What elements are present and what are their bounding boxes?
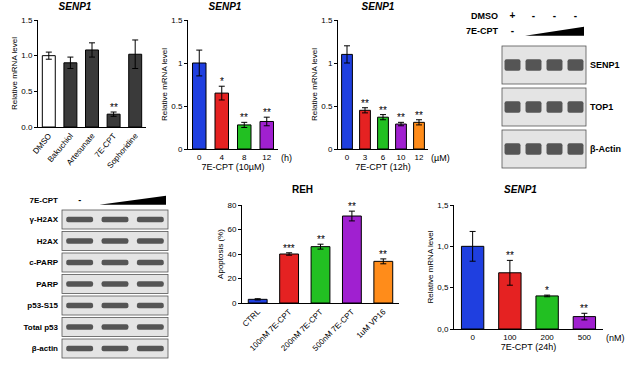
svg-text:Apoptosis (%): Apoptosis (%) (216, 229, 225, 279)
svg-text:500nM 7E-CPT: 500nM 7E-CPT (311, 307, 356, 352)
svg-text:7E-CPT (10µM): 7E-CPT (10µM) (201, 162, 264, 172)
svg-text:SENP1: SENP1 (504, 184, 537, 195)
svg-text:β-Actin: β-Actin (590, 144, 621, 154)
svg-text:1.5: 1.5 (21, 16, 33, 25)
svg-text:0.5: 0.5 (321, 102, 333, 111)
svg-text:200nM 7E-CPT: 200nM 7E-CPT (279, 307, 324, 352)
svg-text:1: 1 (178, 59, 183, 68)
svg-text:Total p53: Total p53 (23, 323, 58, 332)
svg-text:**: ** (361, 98, 369, 109)
svg-text:60: 60 (227, 225, 236, 234)
svg-text:4: 4 (220, 153, 225, 162)
svg-text:Bakuchiol: Bakuchiol (46, 132, 75, 165)
svg-text:Relative mRNA level: Relative mRNA level (10, 37, 19, 110)
svg-text:-: - (553, 10, 556, 21)
svg-text:**: ** (415, 110, 423, 121)
svg-text:500: 500 (578, 333, 592, 342)
svg-text:40: 40 (227, 250, 236, 259)
svg-text:1.5: 1.5 (321, 16, 333, 25)
svg-text:**: ** (263, 107, 271, 118)
svg-text:SENP1: SENP1 (590, 60, 620, 70)
svg-text:0.0: 0.0 (21, 123, 33, 132)
svg-text:**: ** (240, 112, 248, 123)
svg-text:**: ** (580, 303, 588, 314)
svg-text:80: 80 (227, 201, 236, 210)
svg-text:(nM): (nM) (606, 333, 625, 343)
svg-text:p53-S15: p53-S15 (27, 301, 58, 310)
svg-text:+: + (510, 10, 516, 21)
svg-text:0: 0 (197, 153, 202, 162)
svg-text:1: 1 (328, 59, 333, 68)
svg-text:3: 3 (363, 153, 368, 162)
svg-text:0,5: 0,5 (437, 283, 449, 292)
svg-text:0: 0 (470, 333, 475, 342)
svg-text:12: 12 (415, 153, 424, 162)
svg-text:7E-CPT (24h): 7E-CPT (24h) (501, 342, 556, 352)
svg-text:*: * (220, 76, 224, 87)
svg-text:8: 8 (242, 153, 247, 162)
svg-text:0.5: 0.5 (171, 102, 183, 111)
svg-text:Sophoridine: Sophoridine (105, 131, 140, 170)
svg-text:0,0: 0,0 (437, 325, 449, 334)
svg-text:DMSO: DMSO (31, 132, 53, 156)
svg-text:7E-CPT: 7E-CPT (93, 132, 118, 160)
svg-text:**: ** (379, 249, 387, 260)
svg-text:6: 6 (381, 153, 386, 162)
svg-text:*: * (545, 285, 549, 296)
svg-text:DMSO: DMSO (471, 11, 498, 21)
svg-text:Relative mRNA level: Relative mRNA level (426, 230, 435, 303)
svg-text:**: ** (379, 105, 387, 116)
svg-text:-: - (574, 10, 577, 21)
svg-text:REH: REH (292, 184, 313, 195)
svg-text:-: - (511, 25, 514, 36)
svg-text:-: - (78, 195, 81, 205)
svg-text:0: 0 (345, 153, 350, 162)
svg-text:TOP1: TOP1 (590, 102, 613, 112)
svg-text:1,5: 1,5 (437, 201, 449, 210)
svg-text:c-PARP: c-PARP (29, 258, 58, 267)
svg-text:SENP1: SENP1 (362, 1, 395, 12)
svg-text:0: 0 (178, 145, 183, 154)
svg-text:7E-CPT (12h): 7E-CPT (12h) (355, 162, 410, 172)
svg-text:0: 0 (232, 299, 237, 308)
svg-text:β-actin: β-actin (32, 344, 58, 353)
svg-text:-: - (532, 10, 535, 21)
svg-text:200: 200 (540, 333, 554, 342)
svg-text:1,0: 1,0 (437, 242, 449, 251)
svg-text:**: ** (110, 102, 118, 113)
svg-text:1.0: 1.0 (21, 51, 33, 60)
svg-text:PARP: PARP (36, 280, 58, 289)
svg-text:1uM VP16: 1uM VP16 (355, 307, 388, 340)
svg-text:20: 20 (227, 274, 236, 283)
svg-text:**: ** (317, 234, 325, 245)
svg-text:12: 12 (262, 153, 271, 162)
svg-text:**: ** (348, 201, 356, 212)
svg-text:(µM): (µM) (431, 153, 450, 163)
svg-text:Relative mRNA level: Relative mRNA level (310, 48, 319, 121)
svg-text:γ-H2AX: γ-H2AX (30, 215, 59, 224)
svg-text:100: 100 (503, 333, 517, 342)
svg-text:**: ** (506, 250, 514, 261)
svg-text:Artesunate: Artesunate (65, 131, 97, 167)
svg-text:SENP1: SENP1 (59, 1, 92, 12)
svg-text:100nM 7E-CPT: 100nM 7E-CPT (248, 307, 293, 352)
svg-text:7E-CPT: 7E-CPT (30, 196, 59, 205)
svg-text:***: *** (283, 243, 295, 254)
svg-text:(h): (h) (281, 153, 292, 163)
svg-text:**: ** (397, 112, 405, 123)
svg-text:Relative mRNA level: Relative mRNA level (160, 48, 169, 121)
svg-text:H2AX: H2AX (37, 237, 59, 246)
svg-text:0: 0 (328, 145, 333, 154)
svg-text:SENP1: SENP1 (209, 1, 242, 12)
svg-text:7E-CPT: 7E-CPT (466, 26, 499, 36)
svg-text:0.5: 0.5 (21, 87, 33, 96)
svg-text:1.5: 1.5 (171, 16, 183, 25)
svg-text:CTRL: CTRL (241, 307, 263, 329)
svg-text:10: 10 (397, 153, 406, 162)
